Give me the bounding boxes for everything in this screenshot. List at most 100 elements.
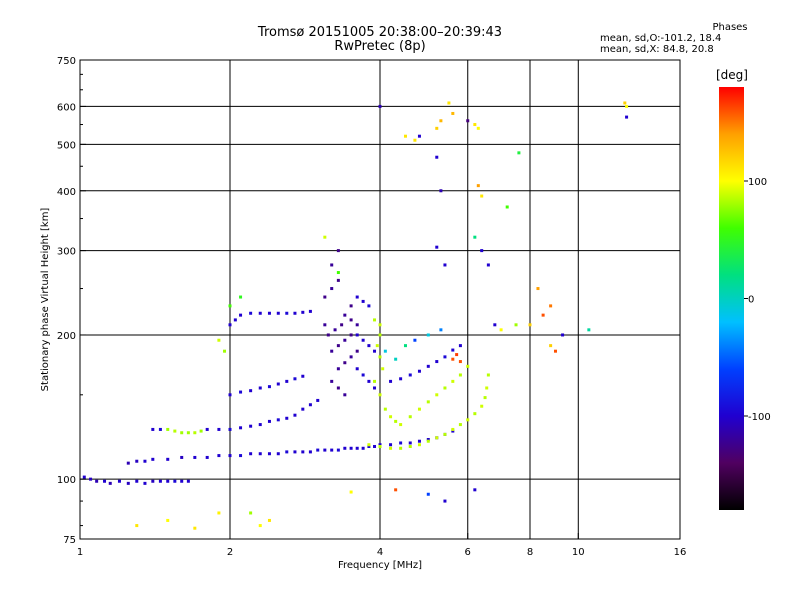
data-point — [333, 328, 337, 332]
data-point — [413, 338, 417, 342]
y-tick-label: 300 — [57, 247, 76, 258]
data-point — [267, 518, 271, 522]
data-point — [378, 323, 382, 327]
data-point — [285, 379, 289, 383]
data-point — [373, 444, 377, 448]
data-point — [399, 446, 403, 450]
data-point — [361, 446, 365, 450]
data-point — [439, 189, 443, 193]
data-point — [466, 364, 470, 368]
data-point — [480, 249, 484, 253]
data-point — [258, 524, 262, 528]
data-point — [426, 439, 430, 443]
data-point — [408, 444, 412, 448]
data-point — [193, 526, 197, 530]
data-point — [443, 355, 447, 359]
data-point — [267, 311, 271, 315]
data-point — [336, 344, 340, 348]
data-point — [389, 415, 393, 419]
data-point — [180, 455, 184, 459]
data-point — [485, 386, 489, 390]
data-point — [355, 349, 359, 353]
phases-title: Phases — [712, 22, 748, 33]
data-point — [399, 377, 403, 381]
data-point — [455, 353, 459, 357]
data-point — [451, 357, 455, 361]
data-point — [180, 431, 184, 435]
data-point — [373, 386, 377, 390]
data-point — [486, 263, 490, 267]
data-point — [108, 481, 112, 485]
data-point — [451, 429, 455, 433]
data-point — [349, 318, 353, 322]
data-point — [239, 426, 243, 430]
data-point — [349, 490, 353, 494]
data-point — [367, 443, 371, 447]
data-point — [258, 386, 262, 390]
data-point — [394, 357, 398, 361]
data-point — [143, 481, 147, 485]
phases-o-stats: mean, sd,O:-101.2, 18.4 — [600, 33, 722, 44]
y-tick-label: 75 — [63, 535, 76, 546]
data-point — [323, 235, 327, 239]
data-point — [336, 249, 340, 253]
data-point — [217, 454, 221, 458]
data-point — [301, 407, 305, 411]
data-point — [408, 415, 412, 419]
data-point — [408, 441, 412, 445]
y-tick-label: 600 — [57, 102, 76, 113]
data-point — [249, 311, 253, 315]
data-point — [166, 518, 170, 522]
data-point — [186, 479, 190, 483]
data-point — [205, 455, 209, 459]
data-point — [413, 138, 417, 142]
data-point — [293, 377, 297, 381]
data-point — [483, 396, 487, 400]
data-point — [293, 311, 297, 315]
data-point — [323, 448, 327, 452]
x-tick-label: 8 — [527, 547, 533, 558]
data-point — [166, 457, 170, 461]
data-point — [417, 134, 421, 138]
data-point — [361, 299, 365, 303]
data-point — [378, 355, 382, 359]
data-point — [228, 393, 232, 397]
grid-lines — [80, 60, 680, 539]
data-point — [117, 479, 121, 483]
data-point — [89, 477, 93, 481]
data-point — [480, 404, 484, 408]
data-point — [403, 134, 407, 138]
y-tick-label: 500 — [57, 140, 76, 151]
data-point — [435, 393, 439, 397]
data-point — [439, 119, 443, 123]
data-point — [173, 479, 177, 483]
data-point — [276, 452, 280, 456]
data-point — [549, 344, 553, 348]
data-point — [493, 323, 497, 327]
data-point — [367, 304, 371, 308]
data-point — [330, 349, 334, 353]
data-point — [258, 452, 262, 456]
data-point — [361, 373, 365, 377]
data-point — [625, 115, 629, 119]
x-tick-label: 2 — [227, 547, 233, 558]
data-point — [466, 418, 470, 422]
data-point — [443, 386, 447, 390]
data-point — [276, 418, 280, 422]
x-axis-ticks: 1 2 4 6 8 10 16 — [77, 533, 686, 558]
data-point — [561, 333, 565, 337]
data-point — [343, 313, 347, 317]
data-point — [336, 367, 340, 371]
data-point — [158, 479, 162, 483]
data-point — [389, 443, 393, 447]
data-point — [285, 311, 289, 315]
data-point — [276, 382, 280, 386]
data-point — [381, 367, 385, 371]
data-point — [126, 461, 130, 465]
x-tick-label: 10 — [572, 547, 585, 558]
data-point — [135, 524, 139, 528]
data-point — [180, 479, 184, 483]
data-point — [439, 328, 443, 332]
data-point — [373, 318, 377, 322]
data-point — [193, 455, 197, 459]
